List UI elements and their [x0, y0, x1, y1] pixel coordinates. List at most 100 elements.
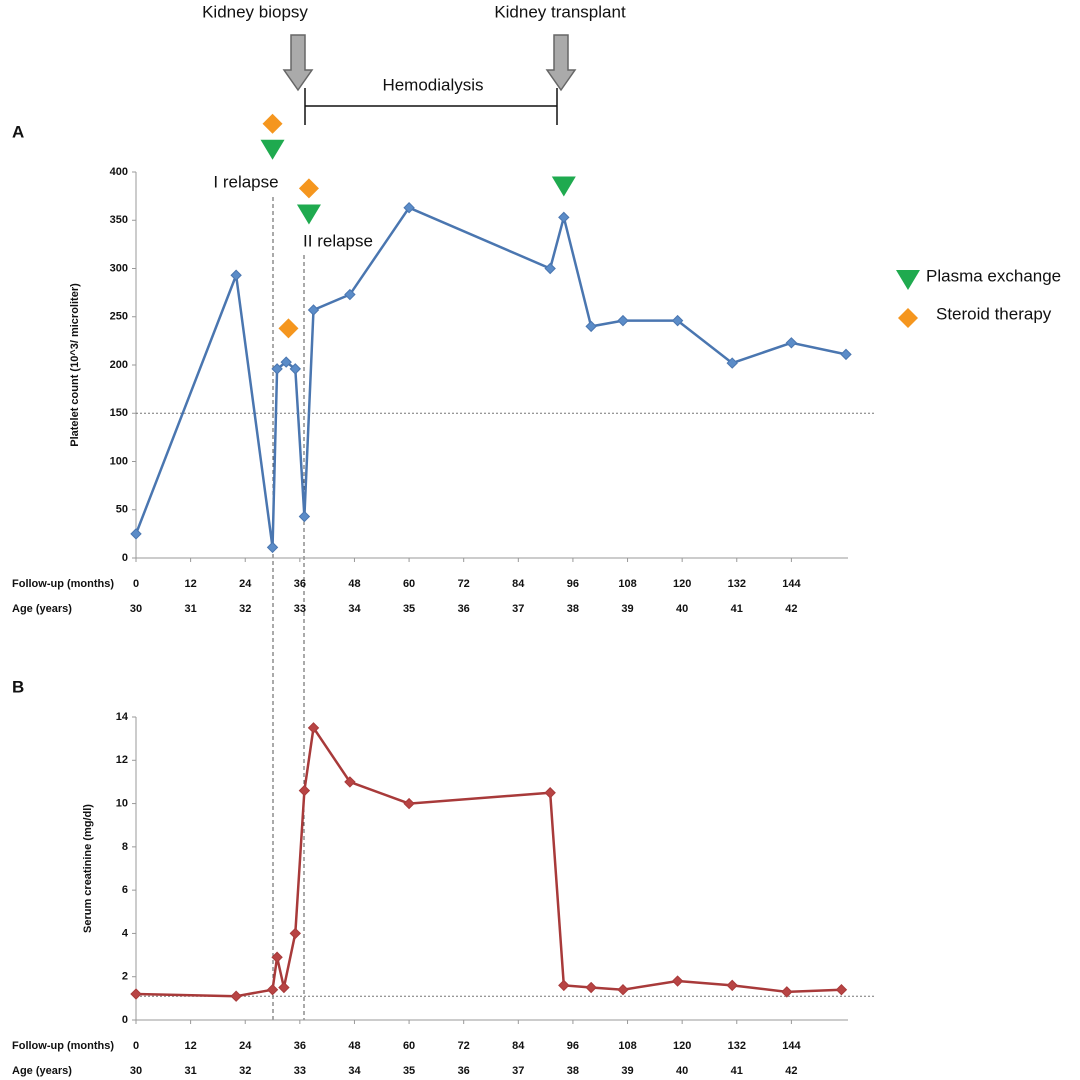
event-marker [278, 318, 299, 339]
data-point [840, 348, 852, 361]
biopsy-arrow [282, 34, 314, 92]
x-tick-label: 108 [618, 578, 636, 590]
x-tick-label: 84 [512, 578, 525, 590]
age-label: 42 [785, 603, 797, 615]
x-tick-label: 96 [567, 1040, 579, 1052]
age-label: 38 [567, 1065, 579, 1077]
y-tick-label: 10 [116, 797, 128, 809]
data-point [617, 314, 629, 327]
y-tick-label: 350 [110, 214, 128, 226]
y-tick-label: 150 [110, 407, 128, 419]
x-tick-label: 84 [512, 1040, 525, 1052]
legend-label: Plasma exchange [926, 266, 1061, 285]
age-label: 31 [184, 1065, 196, 1077]
event-marker [551, 176, 576, 197]
age-label: 36 [458, 1065, 470, 1077]
data-point [558, 979, 570, 992]
x-tick-label: 60 [403, 578, 415, 590]
x-tick-label: 24 [239, 1040, 252, 1052]
data-point [585, 320, 597, 333]
y-tick-label: 6 [122, 884, 128, 896]
data-point [617, 983, 629, 996]
biopsy-label: Kidney biopsy [202, 2, 308, 21]
data-point [344, 288, 356, 301]
y-tick-label: 0 [122, 552, 128, 564]
y-tick-label: 4 [122, 927, 129, 939]
data-point [298, 510, 311, 523]
age-label: 30 [130, 1065, 142, 1077]
data-point [835, 983, 848, 996]
x-tick-label: 24 [239, 578, 252, 590]
age-label: 31 [184, 603, 196, 615]
data-point [585, 981, 597, 994]
x-tick-label: 60 [403, 1040, 415, 1052]
age-label: 34 [348, 603, 361, 615]
relapse-label: II relapse [303, 231, 373, 250]
data-point [271, 951, 283, 963]
data-point [230, 269, 242, 281]
x-tick-label: 144 [782, 1040, 801, 1052]
y-tick-label: 50 [116, 504, 128, 516]
data-point [544, 787, 556, 799]
age-label: 33 [294, 1065, 306, 1077]
data-point [403, 201, 415, 214]
legend-label: Steroid therapy [936, 304, 1052, 323]
age-label: 37 [512, 1065, 524, 1077]
x-tick-label: 0 [133, 578, 139, 590]
age-label: 32 [239, 1065, 251, 1077]
age-axis-label: Age (years) [12, 603, 72, 615]
x-axis-label: Follow-up (months) [12, 1040, 114, 1052]
data-point [785, 337, 798, 349]
y-tick-label: 100 [110, 455, 128, 467]
panel-label: A [12, 122, 24, 141]
data-point [230, 990, 242, 1002]
x-tick-label: 12 [184, 578, 196, 590]
data-point [307, 722, 320, 734]
y-tick-label: 200 [110, 359, 128, 371]
age-label: 30 [130, 603, 142, 615]
y-tick-label: 0 [122, 1014, 128, 1026]
age-label: 34 [348, 1065, 361, 1077]
y-tick-label: 14 [116, 711, 129, 723]
age-label: 42 [785, 1065, 797, 1077]
age-label: 38 [567, 603, 579, 615]
y-tick-label: 400 [110, 166, 128, 178]
data-point [280, 356, 292, 368]
data-point [289, 927, 302, 940]
x-tick-label: 132 [728, 1040, 746, 1052]
age-label: 35 [403, 1065, 415, 1077]
x-tick-label: 120 [673, 1040, 691, 1052]
age-label: 33 [294, 603, 306, 615]
panel-label: B [12, 677, 24, 696]
transplant-arrow [545, 34, 577, 92]
event-marker [260, 139, 285, 160]
x-tick-label: 120 [673, 578, 691, 590]
data-point [671, 975, 684, 987]
data-point [307, 304, 320, 316]
data-point [289, 363, 302, 375]
event-marker [296, 204, 321, 225]
age-label: 40 [676, 1065, 688, 1077]
transplant-label: Kidney transplant [494, 2, 626, 21]
age-label: 39 [621, 603, 633, 615]
y-tick-label: 300 [110, 262, 128, 274]
x-tick-label: 36 [294, 578, 306, 590]
data-point [344, 776, 356, 788]
y-axis-label: Serum creatinine (mg/dl) [82, 804, 94, 933]
data-point [266, 983, 279, 996]
legend-marker [898, 308, 918, 328]
x-tick-label: 36 [294, 1040, 306, 1052]
x-tick-label: 108 [618, 1040, 636, 1052]
x-tick-label: 144 [782, 578, 801, 590]
age-axis-label: Age (years) [12, 1065, 72, 1077]
hemodialysis-bracket [304, 88, 558, 125]
data-point [130, 528, 142, 540]
data-line [134, 206, 847, 548]
y-tick-label: 8 [122, 841, 128, 853]
x-tick-label: 132 [728, 578, 746, 590]
y-tick-label: 2 [122, 971, 128, 983]
data-point [726, 979, 738, 992]
x-tick-label: 12 [184, 1040, 196, 1052]
legend-marker [896, 270, 920, 290]
